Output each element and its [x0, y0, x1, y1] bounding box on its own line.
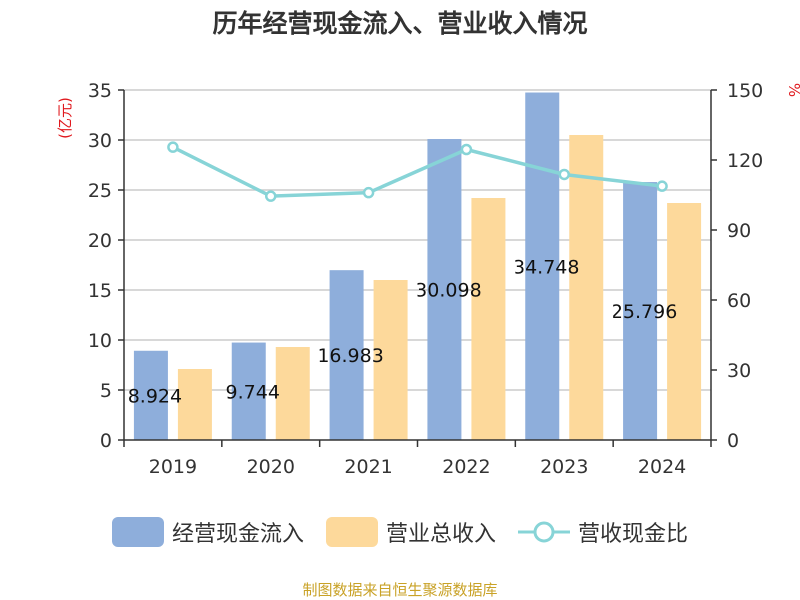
- y-axis-tick-label: 5: [100, 380, 112, 402]
- legend-label-revenue: 营业总收入: [385, 522, 496, 547]
- y-axis-tick-label: 20: [88, 230, 112, 252]
- y-axis-unit-label: (亿元): [56, 97, 74, 139]
- bar-revenue: [471, 198, 506, 440]
- y-axis-tick-label: 0: [100, 430, 112, 452]
- data-label-cash-inflow: 25.796: [611, 301, 677, 323]
- bar-cash-inflow: [329, 270, 364, 440]
- grid-layer: [124, 89, 711, 391]
- ratio-point: [265, 190, 277, 202]
- y2-axis-tick-label: 60: [727, 290, 751, 312]
- legend-line-marker-icon: [518, 521, 570, 543]
- y2-axis-tick-label: 150: [727, 80, 763, 102]
- bar-cash-inflow: [231, 342, 266, 440]
- bar-revenue: [569, 135, 604, 440]
- bar-cash-inflow: [623, 182, 658, 441]
- y-axis-tick-label: 25: [88, 180, 112, 202]
- legend-label-cash-inflow: 经营现金流入: [171, 522, 304, 547]
- data-label-cash-inflow: 8.924: [128, 385, 182, 407]
- ratio-point: [656, 180, 668, 192]
- bar-cash-inflow: [427, 139, 462, 440]
- legend: 经营现金流入 营业总收入 营收现金比: [0, 516, 800, 548]
- chart-title: 历年经营现金流入、营业收入情况: [212, 9, 588, 38]
- y2-axis-tick-label: 0: [727, 430, 739, 452]
- bar-revenue: [275, 347, 310, 440]
- y2-axis-tick-label: 120: [727, 150, 763, 172]
- x-axis-tick-label: 2022: [442, 456, 490, 478]
- source-note: 制图数据来自恒生聚源数据库: [302, 581, 498, 599]
- legend-item-cash-inflow[interactable]: 经营现金流入: [111, 516, 304, 548]
- ratio-point: [460, 143, 473, 156]
- y2-axis-unit-label: %: [785, 83, 800, 97]
- ratio-point: [362, 186, 375, 199]
- y2-axis-tick-label: 90: [727, 220, 751, 242]
- axis-layer: 0 5 10 15 20 25 30 35 0 30 60 90 120 150 2019 2020 2021 2…: [56, 80, 800, 478]
- x-axis-tick-label: 2019: [149, 456, 197, 478]
- y2-axis-tick-label: 30: [727, 360, 751, 382]
- legend-swatch-cash-inflow: [111, 517, 164, 547]
- bar-revenue: [177, 369, 212, 440]
- x-axis-tick-label: 2023: [540, 456, 588, 478]
- label-layer: 8.924 9.744 16.983 30.098 34.748 25.796: [128, 256, 678, 407]
- line-layer: [167, 141, 668, 202]
- data-label-cash-inflow: 16.983: [317, 345, 383, 367]
- y-axis-tick-label: 30: [88, 130, 112, 152]
- bar-layer: [133, 92, 702, 441]
- x-axis-tick-label: 2024: [638, 456, 686, 478]
- ratio-point: [167, 141, 179, 153]
- data-label-cash-inflow: 9.744: [226, 381, 280, 403]
- bar-cash-inflow: [133, 350, 168, 440]
- legend-swatch-revenue: [325, 517, 378, 547]
- bar-revenue: [667, 203, 702, 440]
- bar-cash-inflow: [525, 92, 560, 441]
- data-label-cash-inflow: 30.098: [415, 280, 481, 302]
- legend-item-ratio[interactable]: 营收现金比: [518, 516, 688, 548]
- y-axis-tick-label: 15: [88, 280, 112, 302]
- y-axis-tick-label: 35: [88, 80, 112, 102]
- y-axis-tick-label: 10: [88, 330, 112, 352]
- ratio-point: [558, 168, 570, 181]
- legend-label-ratio: 营收现金比: [578, 522, 689, 547]
- ratio-line: [172, 145, 663, 198]
- legend-item-revenue[interactable]: 营业总收入: [325, 516, 496, 548]
- data-label-cash-inflow: 34.748: [513, 256, 579, 278]
- bar-revenue: [373, 280, 408, 440]
- x-axis-tick-label: 2021: [344, 456, 392, 478]
- x-axis-tick-label: 2020: [247, 456, 295, 478]
